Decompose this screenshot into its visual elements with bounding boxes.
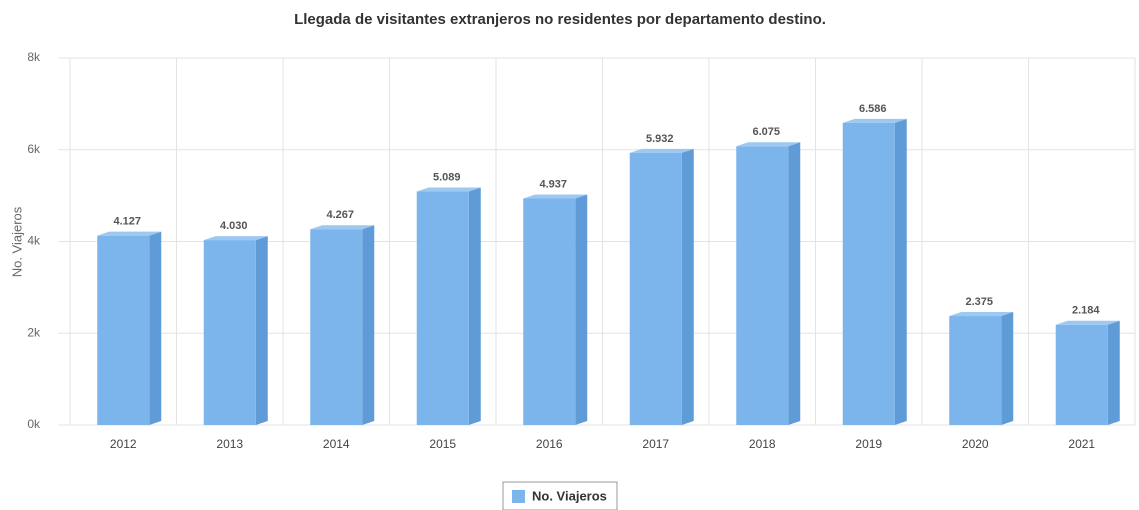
bar-top: [736, 142, 801, 147]
bar-side: [681, 148, 694, 425]
bar: [842, 122, 895, 425]
data-label: 5.932: [646, 133, 674, 145]
x-tick-label: 2015: [429, 437, 456, 451]
bar: [310, 229, 363, 425]
chart-title: Llegada de visitantes extranjeros no res…: [294, 11, 826, 28]
x-tick-label: 2017: [642, 437, 669, 451]
bar-top: [203, 236, 268, 241]
y-tick-label: 6k: [27, 142, 41, 156]
bar: [523, 198, 576, 425]
data-label: 4.937: [539, 178, 567, 190]
bar: [97, 235, 150, 425]
bar-top: [1055, 320, 1120, 325]
y-axis-title: No. Viajeros: [9, 206, 24, 277]
bar-top: [842, 118, 907, 123]
bar-side: [468, 187, 481, 425]
data-label: 6.075: [752, 126, 780, 138]
bar-side: [1001, 312, 1014, 425]
data-label: 6.586: [859, 103, 887, 115]
bar: [416, 191, 469, 425]
bar-side: [149, 231, 162, 425]
bar-side: [894, 118, 907, 425]
x-tick-label: 2019: [855, 437, 882, 451]
bar: [949, 316, 1002, 425]
legend-label: No. Viajeros: [532, 488, 607, 503]
bar-top: [310, 225, 375, 230]
bar: [1055, 324, 1108, 425]
bar: [736, 146, 789, 425]
data-label: 4.030: [220, 220, 248, 232]
x-tick-label: 2018: [749, 437, 776, 451]
data-label: 2.184: [1072, 305, 1100, 317]
bar: [203, 240, 256, 425]
bar-side: [362, 225, 375, 425]
x-tick-label: 2020: [962, 437, 989, 451]
y-tick-label: 2k: [27, 325, 41, 339]
data-label: 5.089: [433, 171, 461, 183]
y-tick-label: 4k: [27, 234, 41, 248]
bar: [629, 152, 682, 425]
data-label: 2.375: [965, 296, 993, 308]
x-tick-label: 2021: [1068, 437, 1095, 451]
bar-top: [416, 187, 481, 192]
bar-side: [575, 194, 588, 425]
legend-swatch: [512, 490, 525, 503]
bar-top: [629, 148, 694, 153]
y-tick-label: 8k: [27, 50, 41, 64]
bar-top: [97, 231, 162, 236]
bar-top: [949, 312, 1014, 317]
x-tick-label: 2013: [216, 437, 243, 451]
y-tick-label: 0k: [27, 417, 41, 431]
bar-side: [1107, 320, 1120, 425]
data-label: 4.267: [326, 209, 354, 221]
x-tick-label: 2014: [323, 437, 350, 451]
x-tick-label: 2012: [110, 437, 137, 451]
bar-side: [788, 142, 801, 425]
x-tick-label: 2016: [536, 437, 563, 451]
bar-side: [255, 236, 268, 425]
bar-top: [523, 194, 588, 199]
data-label: 4.127: [113, 216, 141, 228]
